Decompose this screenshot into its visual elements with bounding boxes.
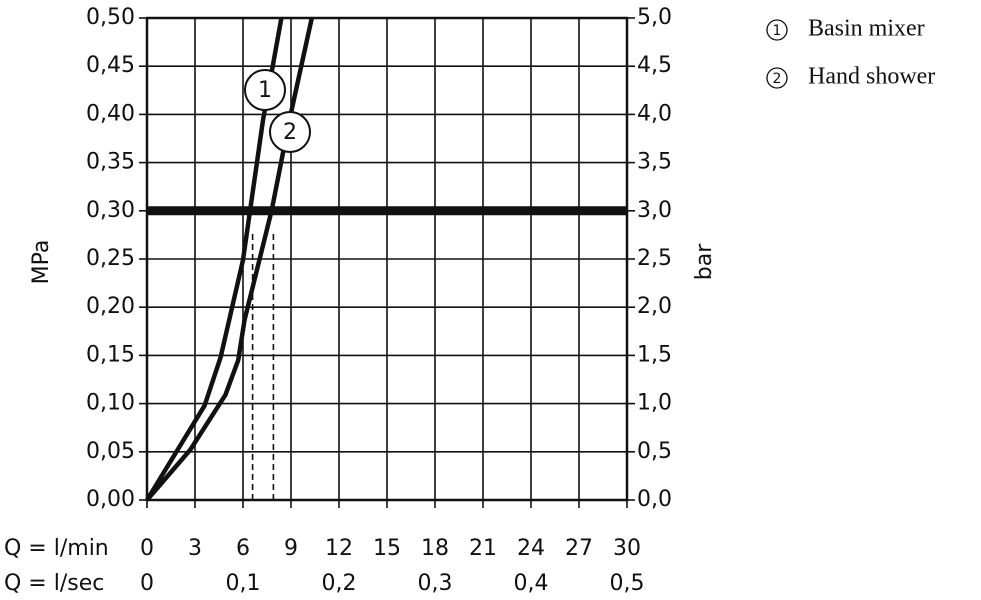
y2-tick-label: 5,0: [637, 5, 672, 30]
y-tick-label: 0,50: [86, 5, 135, 30]
y2-tick-label: 2,0: [637, 294, 672, 319]
y2-tick-label: 3,5: [637, 150, 672, 175]
series-label: 1: [258, 78, 272, 103]
x-tick-label: 30: [613, 536, 641, 561]
legend-marker: [766, 19, 788, 41]
legend-marker: [766, 67, 788, 89]
y-tick-label: 0,10: [86, 391, 135, 416]
series-label-circle: [244, 69, 286, 111]
y2-tick-label: 0,0: [637, 487, 672, 512]
legend-label: Basin mixer: [808, 16, 925, 42]
y2-tick-label: 3,0: [637, 198, 672, 223]
y2-tick-label: 2,5: [637, 246, 672, 271]
y2-tick-label: 4,0: [637, 101, 672, 126]
x-tick-label: 24: [517, 536, 545, 561]
y2-axis-label: bar: [692, 243, 717, 280]
x2-tick-label: 0,2: [322, 571, 357, 596]
y-axis-label: MPa: [29, 240, 54, 285]
y2-tick-label: 1,0: [637, 391, 672, 416]
x2-tick-label: 0,5: [610, 571, 645, 596]
y-tick-label: 0,20: [86, 294, 135, 319]
x2-tick-label: 0,4: [514, 571, 549, 596]
x2-tick-label: 0,3: [418, 571, 453, 596]
x-tick-label: 21: [469, 536, 497, 561]
series-label: 2: [283, 120, 297, 145]
legend: 1 Basin mixer 2 Hand shower: [766, 16, 935, 90]
y-tick-label: 0,30: [86, 198, 135, 223]
legend-marker-label: 1: [773, 23, 782, 39]
x-tick-label: 3: [188, 536, 202, 561]
y-tick-label: 0,25: [86, 246, 135, 271]
x-tick-label: 12: [325, 536, 353, 561]
y-tick-label: 0,35: [86, 150, 135, 175]
x-tick-label: 15: [373, 536, 401, 561]
series-label-circle: [269, 111, 311, 153]
x2-axis-label: Q = l/sec: [4, 571, 104, 596]
legend-marker-label: 2: [773, 71, 782, 87]
x-tick-label: 27: [565, 536, 593, 561]
y2-tick-label: 4,5: [637, 53, 672, 78]
y2-tick-label: 0,5: [637, 439, 672, 464]
x2-tick-label: 0,1: [226, 571, 261, 596]
y-tick-label: 0,40: [86, 101, 135, 126]
y-tick-label: 0,00: [86, 487, 135, 512]
y-tick-label: 0,45: [86, 53, 135, 78]
x2-tick-label: 0: [140, 571, 154, 596]
plot-frame: [145, 16, 629, 502]
x-tick-label: 18: [421, 536, 449, 561]
x-axis-label: Q = l/min: [4, 536, 109, 561]
y-tick-label: 0,05: [86, 439, 135, 464]
x-tick-label: 9: [284, 536, 298, 561]
x-tick-label: 0: [140, 536, 154, 561]
y2-tick-label: 1,5: [637, 342, 672, 367]
legend-label: Hand shower: [808, 64, 935, 90]
y-tick-label: 0,15: [86, 342, 135, 367]
x-tick-label: 6: [236, 536, 250, 561]
